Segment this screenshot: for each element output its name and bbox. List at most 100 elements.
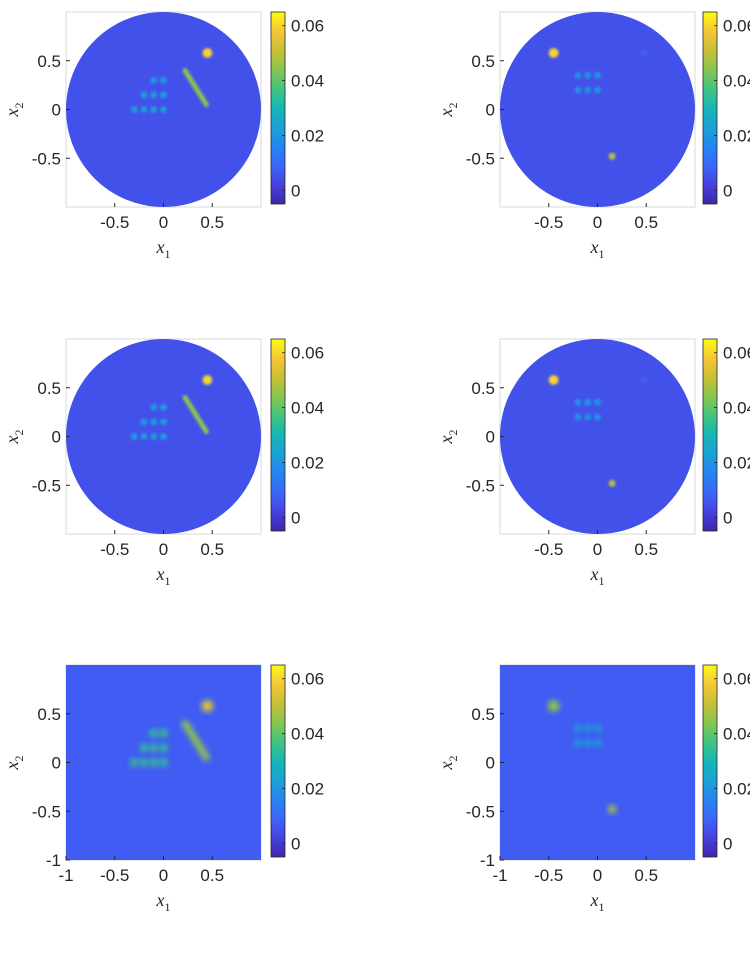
x-tick-label: -0.5 (100, 540, 129, 559)
feature-grid-dot (594, 86, 601, 94)
feature-grid-dot (160, 106, 167, 113)
y-tick-label: 0 (52, 101, 61, 120)
x-tick-label: 0.5 (634, 540, 658, 559)
feature-grid-dot (139, 743, 149, 753)
y-tick-label: 0.5 (471, 705, 495, 724)
x-tick-label: 0.5 (200, 866, 224, 885)
colorbar-tick-label: 0.06 (723, 17, 750, 36)
panel-3: -0.5 0 0.5 0.5 0 -0.5 x1 x2 0.06 0.04 0.02 0 (2, 338, 324, 588)
feature-dot (608, 479, 616, 487)
feature-grid-dot (594, 398, 601, 406)
feature-grid-dot (140, 418, 148, 426)
colorbar-tick-label: 0.06 (723, 670, 750, 689)
colorbar-tick-label: 0.04 (723, 399, 750, 418)
x-tick-label: 0.5 (634, 866, 658, 885)
x-tick-label: -1 (492, 866, 507, 885)
x-tick-label: 0 (593, 866, 602, 885)
feature-grid-dot (159, 728, 168, 738)
colorbar-tick-label: 0.04 (723, 72, 750, 91)
field-layer (66, 339, 261, 534)
field-background (500, 12, 695, 207)
field-layer (66, 12, 261, 207)
colorbar-gradient (270, 11, 286, 205)
colorbar-gradient (702, 664, 718, 858)
feature-grid-dot (140, 433, 148, 440)
colorbar-tick-label: 0.06 (291, 670, 324, 689)
feature-grid-dot (140, 91, 148, 99)
feature-grid-dot (594, 413, 601, 421)
y-tick-label: 0 (486, 101, 495, 120)
feature-dot (548, 48, 559, 58)
y-tick-label: 0 (52, 428, 61, 447)
y-tick-label: 0.5 (37, 705, 61, 724)
field-background (500, 665, 695, 860)
feature-grid-dot (574, 398, 582, 406)
colorbar: 0.06 0.04 0.02 0 (702, 664, 750, 858)
x-tick-label: 0.5 (200, 540, 224, 559)
colorbar-tick-label: 0.02 (291, 126, 324, 145)
x-tick-label: 0 (159, 540, 168, 559)
feature-grid-dot (593, 724, 602, 733)
feature-grid-dot (129, 758, 139, 767)
y-axis-label: x2 (436, 756, 460, 771)
y-tick-label: 0.5 (37, 379, 61, 398)
feature-dot (608, 152, 616, 160)
y-axis-label: x2 (436, 103, 460, 118)
feature-grid-dot (584, 86, 592, 94)
y-axis-label: x2 (2, 103, 26, 118)
colorbar-tick-label: 0.06 (723, 344, 750, 363)
colorbar-tick-label: 0.06 (291, 17, 324, 36)
feature-grid-dot (584, 413, 592, 421)
panel-5: -1 -0.5 0 0.5 0.5 0 -0.5 -1 x1 x2 0.06 0.04 0.02 0 (2, 664, 324, 914)
y-axis-label: x2 (2, 430, 26, 445)
feature-grid-dot (574, 724, 582, 733)
x-axis-label: x1 (156, 564, 171, 588)
x-tick-label: -1 (58, 866, 73, 885)
x-axis-label: x1 (590, 564, 605, 588)
feature-dot (640, 376, 648, 384)
colorbar-tick-label: 0.02 (723, 779, 750, 798)
y-axis-label: x2 (436, 430, 460, 445)
feature-grid-dot (159, 743, 168, 753)
colorbar-gradient (702, 338, 718, 532)
feature-bar (181, 720, 210, 762)
feature-bar (182, 68, 209, 108)
feature-grid-dot (149, 728, 159, 738)
x-axis-label: x1 (590, 237, 605, 261)
feature-grid-dot (574, 86, 582, 94)
field-layer (500, 12, 695, 207)
feature-grid-dot (150, 433, 158, 440)
y-tick-label: -0.5 (32, 802, 61, 821)
x-tick-label: -0.5 (100, 213, 129, 232)
feature-grid-dot (150, 76, 158, 84)
feature-grid-dot (583, 724, 592, 733)
field-layer (500, 665, 695, 860)
field-background (500, 339, 695, 534)
colorbar-tick-label: 0.02 (291, 453, 324, 472)
colorbar-tick-label: 0.04 (291, 72, 324, 91)
y-tick-label: -0.5 (466, 802, 495, 821)
feature-grid-dot (150, 403, 158, 411)
colorbar-gradient (270, 338, 286, 532)
y-tick-label: -0.5 (32, 149, 61, 168)
colorbar-tick-label: 0 (291, 508, 300, 527)
feature-dot (201, 700, 214, 712)
y-tick-label: -1 (46, 851, 61, 870)
colorbar: 0.06 0.04 0.02 0 (270, 664, 324, 858)
y-tick-label: 0 (486, 754, 495, 773)
colorbar: 0.06 0.04 0.02 0 (270, 338, 324, 532)
colorbar: 0.06 0.04 0.02 0 (702, 338, 750, 532)
x-tick-label: 0 (159, 213, 168, 232)
colorbar-tick-label: 0.02 (723, 453, 750, 472)
x-tick-label: 0 (593, 213, 602, 232)
y-tick-label: 0.5 (471, 52, 495, 71)
y-tick-label: 0.5 (471, 379, 495, 398)
feature-dot (640, 49, 648, 57)
x-tick-label: -0.5 (100, 866, 129, 885)
y-tick-label: -0.5 (466, 149, 495, 168)
y-axis-label: x2 (2, 756, 26, 771)
colorbar-tick-label: 0 (723, 181, 732, 200)
feature-grid-dot (150, 91, 158, 99)
feature-grid-dot (593, 739, 602, 747)
feature-grid-dot (160, 403, 167, 411)
